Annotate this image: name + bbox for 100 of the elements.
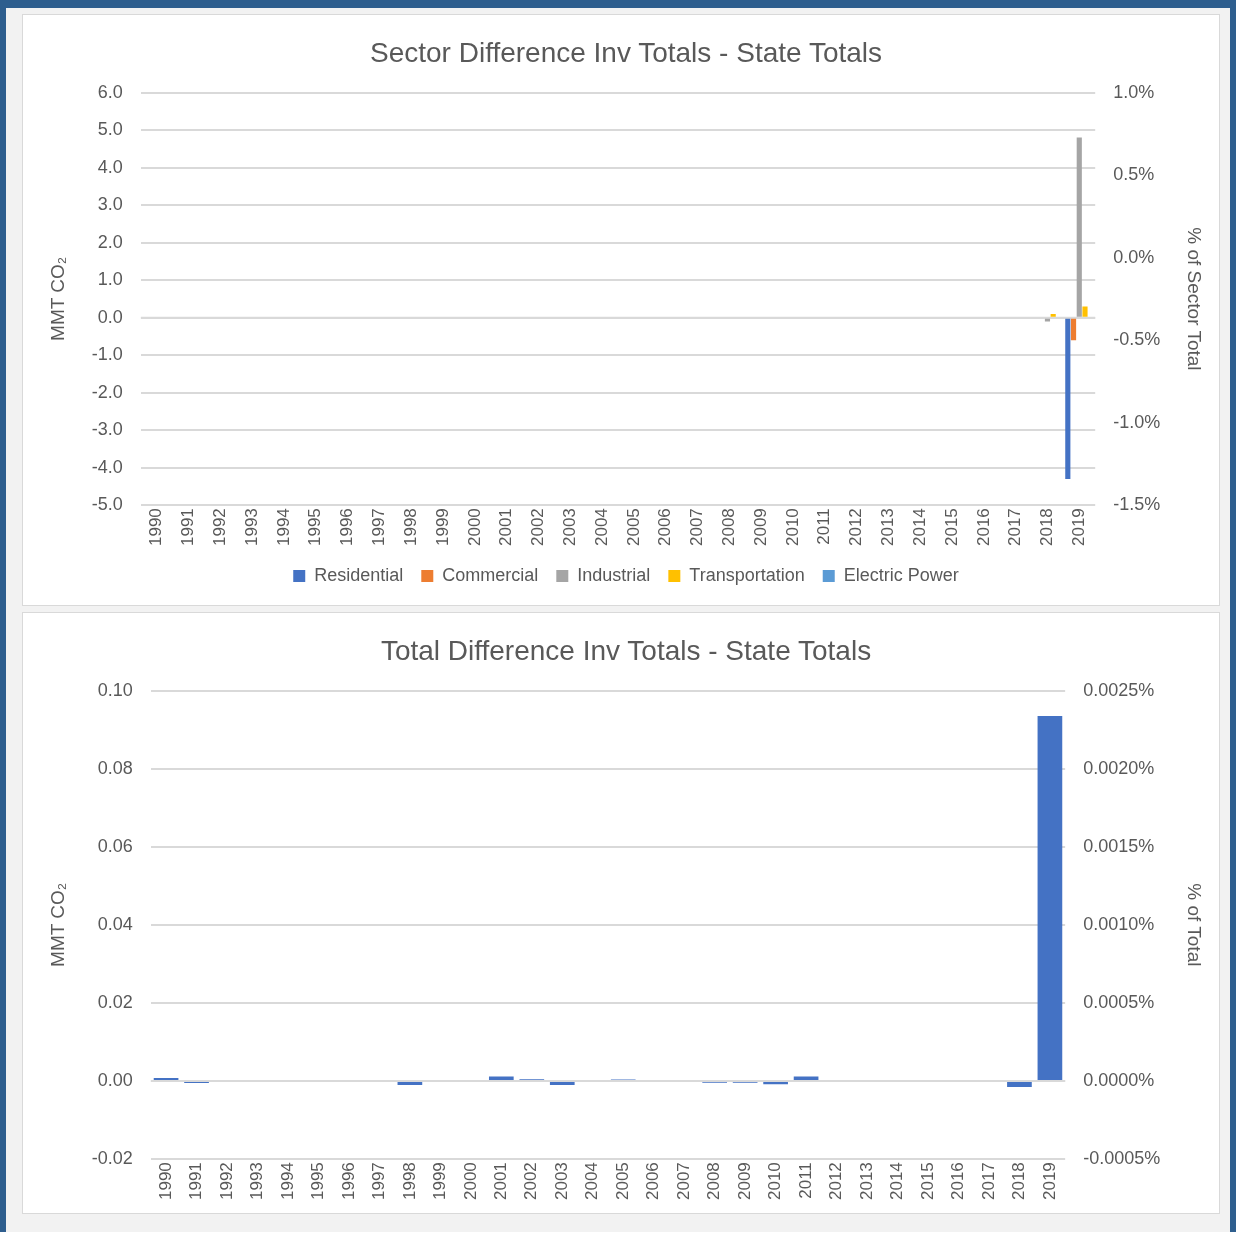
y2-tick-label: 1.0% [1113,81,1155,102]
y-tick-label: 0.02 [97,991,133,1012]
y-tick-label: -5.0 [91,494,123,515]
x-tick-label: 2007 [673,1162,693,1201]
x-tick-label: 2001 [491,1162,510,1201]
y-tick-label: 2.0 [97,231,123,252]
x-tick-label: 2005 [623,508,643,547]
legend-label: Industrial [577,564,651,585]
legend-label: Electric Power [843,564,959,585]
bar [1082,306,1088,317]
x-tick-label: 2017 [978,1162,998,1201]
bar [1065,318,1071,479]
x-tick-label: 1995 [308,1162,328,1201]
legend-label: Residential [314,564,404,585]
x-tick-label: 2000 [464,508,484,547]
y2-axis-title: % of Sector Total [1184,227,1206,371]
x-tick-label: 2011 [814,508,834,545]
y-tick-label: 0.08 [97,757,133,778]
x-tick-label: 2014 [909,508,929,547]
bar [763,1082,788,1085]
y-tick-label: 6.0 [97,81,123,102]
x-tick-label: 2019 [1039,1162,1059,1201]
y2-tick-label: 0.0010% [1083,913,1155,934]
x-tick-label: 1995 [305,508,325,547]
x-tick-label: 2000 [460,1162,480,1201]
y2-tick-label: 0.0% [1113,246,1155,267]
x-tick-label: 1999 [432,508,452,547]
legend-label: Transportation [689,564,805,585]
bar [1007,1082,1032,1087]
x-tick-label: 2003 [559,508,579,547]
x-tick-label: 2011 [795,1162,815,1199]
y-tick-label: 3.0 [97,194,123,215]
x-tick-label: 1994 [277,1162,297,1201]
y2-tick-label: 0.0005% [1083,991,1155,1012]
x-tick-label: 2013 [878,508,898,547]
x-tick-label: 1994 [273,508,293,547]
y2-tick-label: 0.0020% [1083,757,1155,778]
y-tick-label: -4.0 [91,456,123,477]
x-tick-label: 1997 [369,508,389,547]
x-tick-label: 2007 [687,508,707,547]
bar [397,1082,423,1085]
x-tick-label: 2006 [643,1162,663,1201]
y2-tick-label: 0.0015% [1083,835,1155,856]
x-tick-label: 1996 [337,508,357,547]
bar [1070,318,1077,341]
y-axis-title: MMT CO₂ [46,256,68,341]
bar [1050,313,1056,317]
x-tick-label: 1999 [430,1162,450,1201]
x-tick-label: 2004 [582,1162,602,1201]
x-tick-label: 2002 [521,1162,541,1201]
y-axis-title: MMT CO₂ [46,882,68,967]
x-tick-label: 1993 [247,1162,267,1201]
x-tick-label: 2010 [782,508,802,547]
y-tick-label: 0.06 [97,835,133,856]
x-tick-label: 2018 [1037,508,1057,547]
y2-tick-label: 0.0000% [1083,1070,1155,1091]
x-tick-label: 2005 [612,1162,632,1201]
x-tick-label: 2009 [750,508,770,547]
y-tick-label: 4.0 [97,156,123,177]
bar [793,1076,819,1081]
x-tick-label: 2008 [719,508,739,547]
y-tick-label: 0.0 [97,306,123,327]
x-tick-label: 2001 [496,508,516,547]
x-tick-label: 2002 [528,508,548,547]
x-tick-label: 2012 [846,508,866,547]
x-tick-label: 1996 [338,1162,358,1201]
x-tick-label: 1990 [155,1162,175,1201]
x-tick-label: 2014 [887,1162,907,1201]
x-tick-label: 2017 [1005,508,1025,547]
y2-tick-label: 0.0025% [1083,679,1155,700]
x-tick-label: 1991 [178,508,198,547]
x-tick-label: 2016 [948,1162,968,1201]
x-tick-label: 2016 [973,508,993,547]
y-tick-label: -3.0 [91,419,123,440]
x-tick-label: 1991 [186,1162,206,1201]
y2-tick-label: -1.0% [1113,411,1161,432]
x-tick-label: 1993 [241,508,261,547]
x-tick-label: 1997 [369,1162,389,1201]
x-tick-label: 2013 [856,1162,876,1201]
y-tick-label: 0.00 [97,1070,133,1091]
y2-tick-label: -0.0005% [1083,1148,1161,1169]
y-tick-label: 0.04 [97,913,133,934]
x-tick-label: 2012 [826,1162,846,1201]
bar [1037,715,1063,1081]
chart-title: Sector Difference Inv Totals - State Totals [369,36,883,68]
x-tick-label: 1990 [146,508,166,547]
y-tick-label: 5.0 [97,119,123,140]
x-tick-label: 2006 [655,508,675,547]
y2-tick-label: -1.5% [1113,494,1161,515]
x-tick-label: 1998 [400,508,420,547]
y2-axis-title: % of Total [1184,883,1206,967]
x-tick-label: 1992 [210,508,230,547]
y-tick-label: 1.0 [97,269,123,290]
y2-tick-label: 0.5% [1113,164,1155,185]
x-tick-label: 2015 [917,1162,937,1201]
x-tick-label: 2019 [1068,508,1088,547]
bar [549,1082,575,1085]
bar [488,1076,514,1081]
x-tick-label: 2015 [941,508,961,547]
x-tick-label: 2008 [704,1162,724,1201]
